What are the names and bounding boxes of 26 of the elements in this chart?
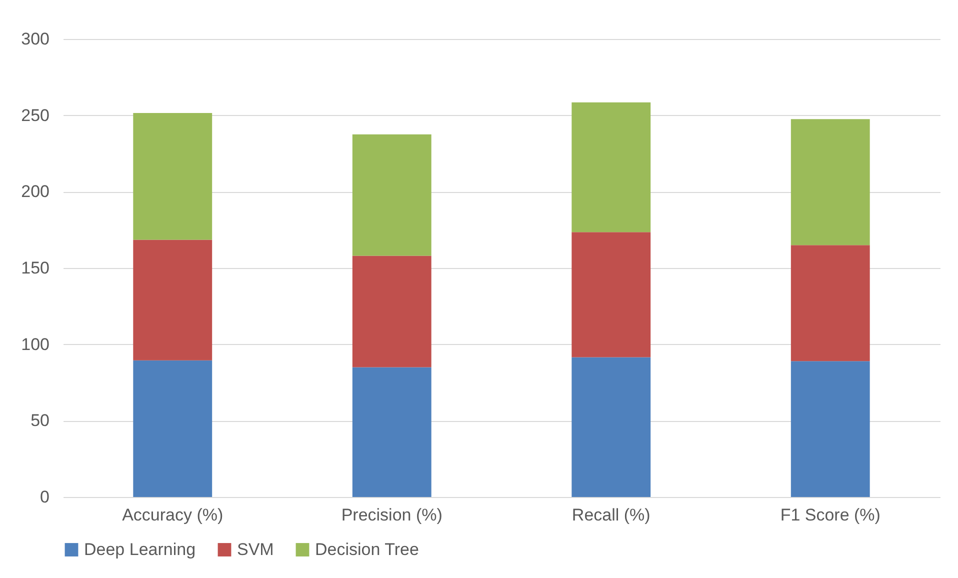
bar (133, 240, 212, 360)
bar (790, 361, 870, 497)
bar (790, 119, 870, 246)
y-tick-label: 250 (21, 106, 50, 125)
legend-label: SVM (237, 540, 274, 559)
y-tick-label: 0 (40, 488, 50, 506)
bar (572, 102, 651, 232)
y-tick-label: 50 (30, 411, 50, 430)
bar (133, 113, 212, 240)
bar (352, 367, 432, 497)
legend-label: Decision Tree (315, 540, 419, 559)
bar (790, 245, 870, 362)
y-tick-label: 300 (21, 30, 50, 48)
bar (133, 360, 212, 497)
bar (572, 357, 651, 497)
x-tick-label: Precision (%) (341, 506, 442, 524)
x-tick-label: Recall (%) (572, 506, 650, 524)
bar (572, 232, 651, 358)
bar (352, 256, 432, 368)
x-tick-label: Accuracy (%) (122, 506, 224, 524)
y-tick-label: 150 (21, 258, 50, 278)
bar (352, 134, 432, 256)
y-tick-label: 200 (21, 182, 50, 202)
legend-label: Deep Learning (84, 540, 196, 559)
y-tick-label: 100 (21, 334, 50, 354)
x-tick-label: F1 Score (%) (780, 506, 880, 524)
